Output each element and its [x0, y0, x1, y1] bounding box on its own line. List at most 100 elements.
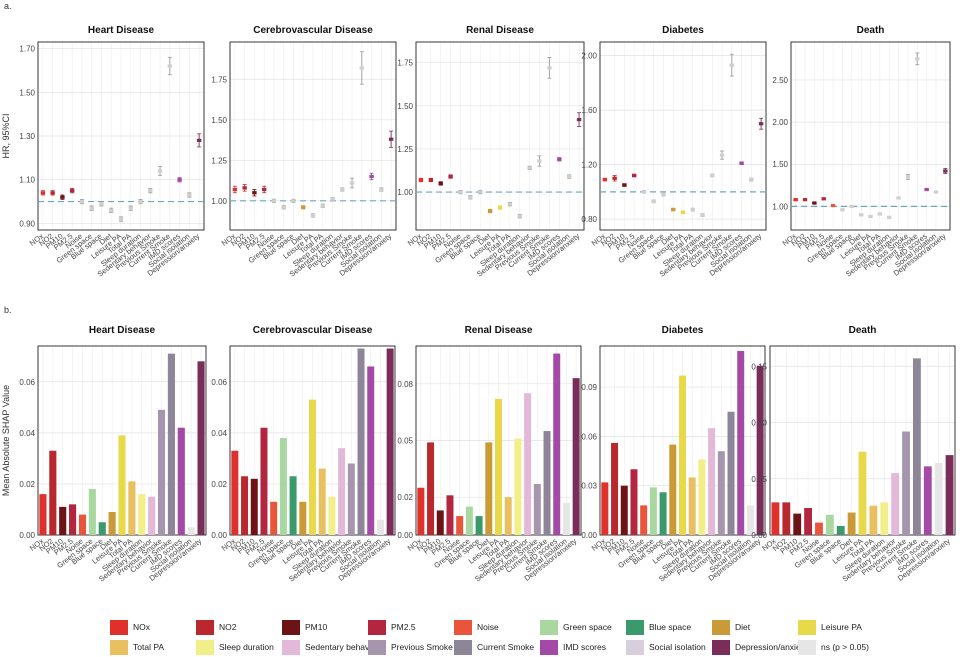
y-tick-label: 0.04: [19, 429, 35, 438]
legend-label: Previous Smoke: [391, 642, 453, 652]
legend-label: Sleep duration: [219, 642, 274, 652]
hr-point: [379, 187, 384, 192]
hr-point: [138, 199, 143, 204]
hr-point: [157, 169, 163, 173]
hr-point: [428, 178, 434, 182]
legend-swatch: [196, 639, 214, 655]
y-tick-label: 0.00: [581, 531, 597, 540]
legend-item: Sedentary behavior: [282, 639, 379, 655]
legend-label: Leisure PA: [821, 622, 862, 632]
hr-point: [868, 214, 873, 219]
legend-item: Depression/anxiety: [712, 639, 807, 655]
hr-point: [487, 209, 493, 213]
y-tick-label: 0.00: [211, 531, 227, 540]
shap-bar: [524, 393, 532, 535]
hr-point: [933, 190, 939, 194]
hr-point: [758, 122, 764, 126]
hr-point: [680, 210, 686, 214]
shap-bar: [804, 508, 813, 535]
y-axis-label: HR, 95%CI: [1, 113, 11, 158]
hr-point: [167, 64, 173, 68]
shap-bar: [231, 450, 239, 535]
y-tick-label: 2.50: [772, 76, 788, 85]
shap-bar: [318, 468, 326, 535]
shap-bar: [347, 463, 355, 535]
shap-bar: [543, 431, 551, 535]
panel-frame: [599, 41, 767, 231]
shap-bar: [328, 496, 336, 535]
shap-bar: [793, 513, 802, 535]
hr-point: [602, 177, 608, 182]
hr-point: [89, 206, 94, 210]
hr-point: [905, 175, 911, 179]
shap-bar: [649, 487, 657, 535]
shap-bar: [514, 438, 522, 535]
legend-label: NOx: [133, 622, 150, 632]
shap-bar: [39, 494, 47, 535]
legend-item: Green space: [540, 619, 626, 635]
hr-point: [310, 213, 316, 218]
legend-item: Diet: [712, 619, 798, 635]
legend-swatch: [712, 619, 730, 635]
panel-tag-b: b.: [4, 305, 12, 315]
shap-bar: [167, 353, 175, 535]
legend-row-2: Total PA Sleep duration Sedentary behavi…: [110, 637, 890, 657]
shap-bar: [630, 469, 638, 535]
hr-point: [887, 215, 892, 219]
legend-item: Social isolation: [626, 639, 712, 655]
y-tick-label: 0.08: [397, 380, 413, 389]
shap-bar: [148, 496, 156, 535]
hr-point: [148, 189, 153, 193]
hr-point: [566, 174, 572, 179]
hr-point: [118, 217, 124, 221]
panel-tag-a: a.: [4, 1, 12, 11]
shap-bar: [495, 398, 502, 535]
hr-point: [196, 138, 202, 142]
hr-point: [877, 212, 883, 216]
hr-point: [729, 63, 735, 67]
shap-bar: [138, 494, 146, 535]
y-tick-label: 1.50: [772, 160, 788, 169]
y-tick-label: 1.75: [397, 59, 413, 68]
hr-point: [301, 205, 306, 209]
hr-point: [448, 174, 453, 179]
hr-point: [69, 189, 75, 193]
legend-label: Total PA: [133, 642, 165, 652]
hr-point: [320, 204, 325, 208]
legend-swatch: [540, 639, 558, 655]
legend-swatch: [368, 639, 386, 655]
shap-bar: [858, 451, 867, 535]
panel-title: Cerebrovascular Disease: [253, 25, 373, 36]
hr-point: [128, 206, 133, 210]
hr-point: [232, 187, 238, 192]
y-tick-label: 1.30: [19, 132, 35, 141]
shap-bar: [436, 510, 444, 535]
legend-label: Diet: [735, 622, 751, 632]
hr-point: [50, 191, 55, 195]
shap-bar: [108, 512, 116, 535]
hr-point: [547, 66, 552, 70]
shap-bar: [572, 378, 580, 535]
hr-point: [671, 207, 676, 212]
hr-point: [896, 196, 901, 200]
legend-item: Sleep duration: [196, 639, 282, 655]
shap-bar: [737, 350, 745, 535]
legend-swatch: [626, 639, 644, 655]
shap-bar: [279, 437, 287, 535]
hr-point: [700, 213, 705, 217]
hr-point: [830, 203, 836, 208]
legend-swatch: [454, 619, 472, 635]
shap-bar: [475, 516, 483, 535]
shap-bar: [679, 375, 686, 535]
shap-bar: [197, 361, 205, 535]
legend-label: IMD scores: [563, 642, 606, 652]
hr-point: [40, 191, 46, 195]
shap-bar: [891, 473, 900, 535]
hr-point: [369, 174, 374, 179]
hr-point: [622, 183, 627, 187]
legend-item: NO2: [196, 619, 282, 635]
panel-frame: [790, 41, 951, 231]
hr-point: [557, 157, 562, 161]
hr-point: [641, 190, 647, 194]
hr-point: [924, 187, 929, 192]
